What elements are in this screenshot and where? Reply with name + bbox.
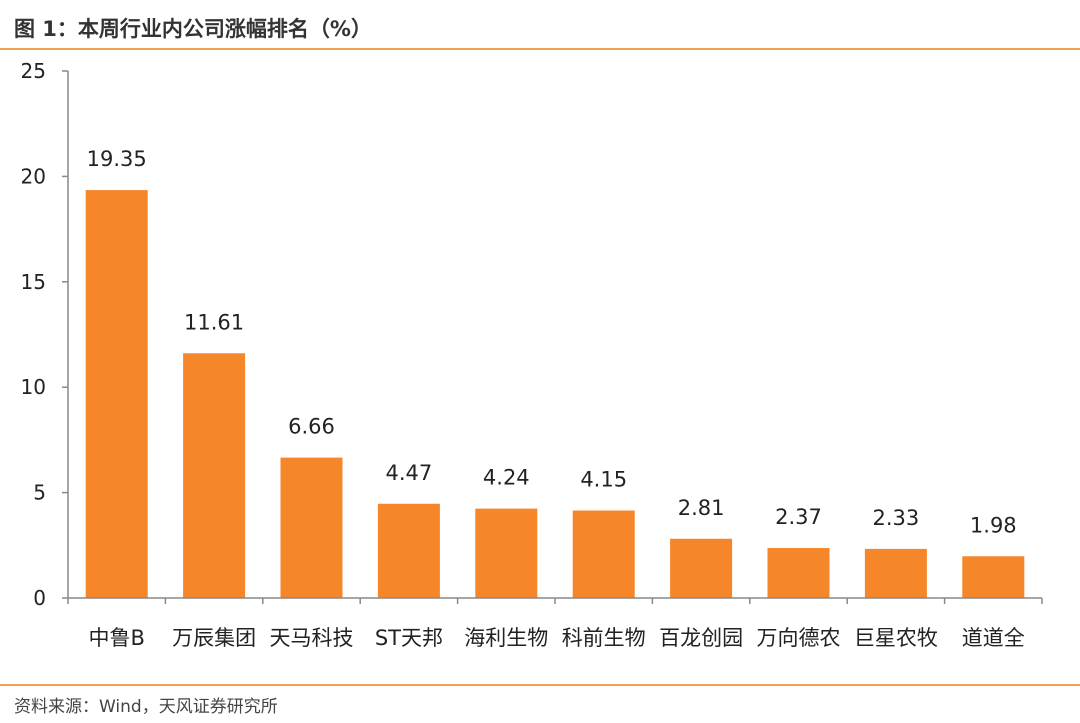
data-label: 4.24: [483, 466, 530, 490]
bar: [767, 548, 830, 598]
data-labels: 19.35 11.61 6.66 4.47 4.24 4.15 2.81 2.37 2.33 1.…: [87, 147, 1017, 537]
y-tick-label: 15: [21, 270, 46, 294]
bar: [85, 190, 148, 599]
category-label: 科前生物: [562, 626, 646, 650]
data-label: 6.66: [288, 415, 335, 439]
category-label: 天马科技: [270, 626, 354, 650]
y-tick-label: 20: [21, 164, 46, 188]
category-label: ST天邦: [375, 626, 443, 650]
y-tick-label: 0: [33, 586, 46, 610]
data-label: 2.37: [775, 505, 822, 529]
y-tick-label: 5: [33, 481, 46, 505]
data-label: 4.15: [580, 468, 627, 492]
bar: [572, 510, 635, 598]
bar: [962, 556, 1025, 598]
bar: [377, 503, 440, 598]
data-label: 1.98: [970, 513, 1017, 537]
x-axis: 中鲁B 万辰集团 天马科技 ST天邦 海利生物 科前生物 百龙创园 万向德农 巨星农牧 道道全: [67, 597, 1043, 650]
data-label: 11.61: [184, 310, 244, 334]
category-label: 万辰集团: [172, 626, 256, 650]
bar: [864, 548, 927, 598]
data-label: 4.47: [386, 461, 433, 485]
y-tick-label: 25: [21, 59, 46, 83]
category-label: 巨星农牧: [854, 626, 938, 650]
source-note: 资料来源：Wind，天风证券研究所: [14, 697, 278, 717]
chart-title: 图 1：本周行业内公司涨幅排名（%）: [14, 17, 372, 41]
bar: [475, 508, 538, 598]
bar: [183, 353, 246, 598]
bar: [670, 538, 733, 598]
title-divider: [0, 48, 1080, 50]
category-label: 万向德农: [757, 626, 841, 650]
footer-divider: [0, 684, 1080, 686]
category-label: 海利生物: [464, 626, 548, 650]
category-label: 百龙创园: [659, 626, 743, 650]
bar: [280, 457, 343, 598]
category-label: 道道全: [962, 626, 1025, 650]
category-label: 中鲁B: [88, 626, 144, 650]
data-label: 2.81: [678, 496, 725, 520]
bar-chart: 0 5 10 15 20 25 19.35 11.61 6.66 4.47 4.24 4.15 2.8…: [21, 59, 1043, 650]
bar-series: [85, 190, 1025, 599]
data-label: 19.35: [87, 147, 147, 171]
y-axis: 0 5 10 15 20 25: [21, 59, 69, 610]
y-tick-label: 10: [21, 375, 46, 399]
data-label: 2.33: [873, 506, 920, 530]
